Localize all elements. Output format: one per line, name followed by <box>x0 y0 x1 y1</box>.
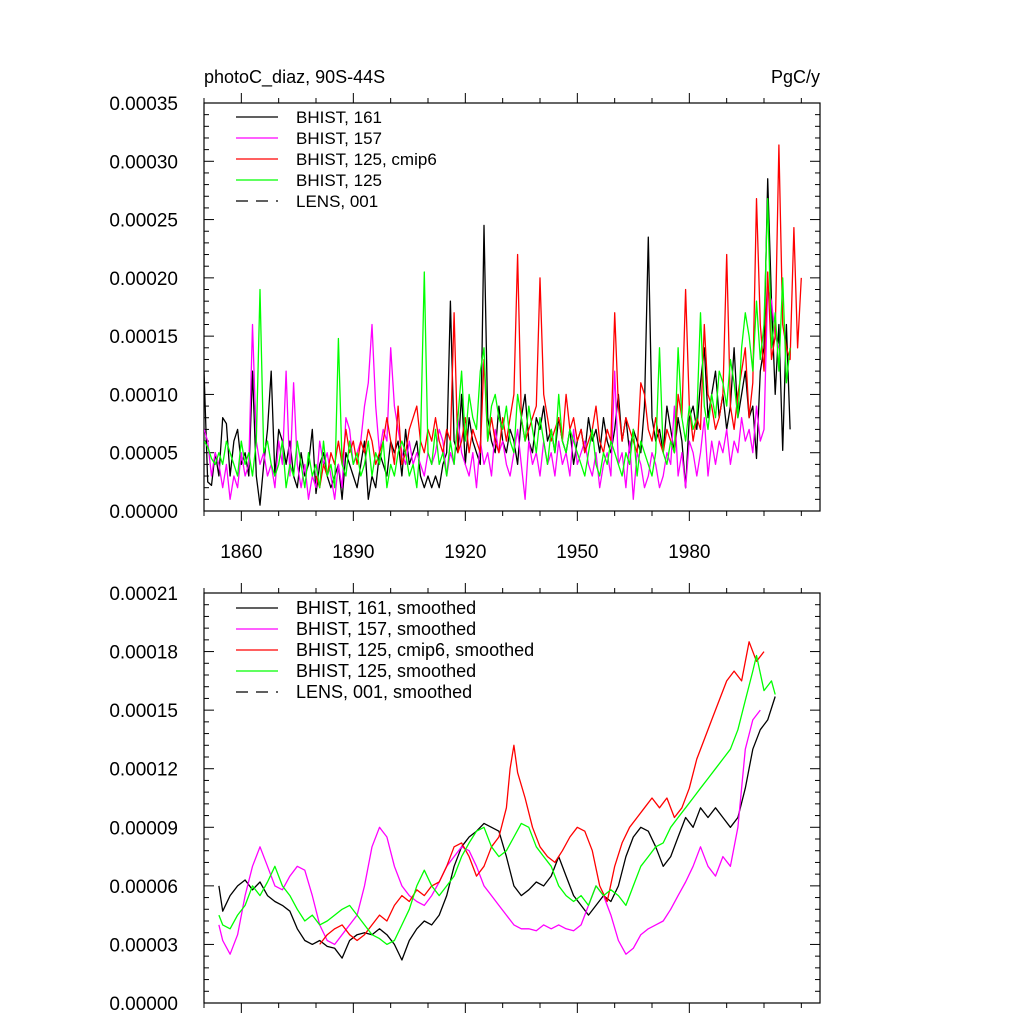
series-bhist-161 <box>204 178 791 506</box>
legend-label: LENS, 001, smoothed <box>296 682 472 702</box>
plot-frame <box>203 592 821 1004</box>
x-tick-label: 1860 <box>220 542 262 563</box>
series-bhist-125-cmip6 <box>315 144 802 489</box>
legend-label: BHIST, 125, cmip6 <box>296 150 437 169</box>
x-tick-label: 1980 <box>668 542 710 563</box>
legend-label: BHIST, 157 <box>296 129 382 148</box>
y-tick-label: 0.00021 <box>109 584 178 605</box>
plot-frame <box>203 102 821 512</box>
y-tick-label: 0.00000 <box>109 502 178 523</box>
legend-label: BHIST, 161 <box>296 108 382 127</box>
y-tick-label: 0.00020 <box>109 269 178 290</box>
x-tick-label: 1920 <box>444 542 486 563</box>
y-tick-label: 0.00009 <box>109 818 178 839</box>
y-tick-label: 0.00030 <box>109 152 178 173</box>
legend-label: BHIST, 157, smoothed <box>296 619 476 639</box>
y-tick-label: 0.00018 <box>109 643 178 664</box>
y-tick-label: 0.00010 <box>109 385 178 406</box>
series-bhist-125 <box>204 197 791 489</box>
legend-label: BHIST, 125, cmip6, smoothed <box>296 640 534 660</box>
y-tick-label: 0.00035 <box>109 94 178 115</box>
bottom-chart: 0.00000 0.00003 0.00006 0.00009 0.00012 0.000… <box>109 583 821 1015</box>
series-group <box>218 641 776 961</box>
chart-title: photoC_diaz, 90S-44S <box>204 67 385 88</box>
y-tick-label: 0.00012 <box>109 760 178 781</box>
legend-label: BHIST, 125 <box>296 171 382 190</box>
legend-label: BHIST, 161, smoothed <box>296 598 476 618</box>
series-bhist-161-smoothed <box>218 696 776 961</box>
legend-label: BHIST, 125, smoothed <box>296 661 476 681</box>
y-tick-label: 0.00025 <box>109 211 178 232</box>
series-bhist-125-cmip6-smoothed <box>319 641 765 945</box>
series-bhist-157-smoothed <box>218 709 761 955</box>
x-tick-label: 1890 <box>332 542 374 563</box>
x-tick-label: 1950 <box>556 542 598 563</box>
legend-label: LENS, 001 <box>296 192 378 211</box>
y-tick-label: 0.00000 <box>109 994 178 1015</box>
chart-units: PgC/y <box>771 67 820 87</box>
y-tick-label: 0.00015 <box>109 327 178 348</box>
top-chart: photoC_diaz, 90S-44S PgC/y 0.00000 0.0000… <box>109 67 821 563</box>
series-bhist-125-smoothed <box>218 654 776 946</box>
y-tick-label: 0.00006 <box>109 877 178 898</box>
y-tick-label: 0.00015 <box>109 701 178 722</box>
y-tick-label: 0.00005 <box>109 444 178 465</box>
series-group <box>204 144 802 506</box>
y-tick-label: 0.00003 <box>109 935 178 956</box>
series-bhist-157 <box>204 288 780 500</box>
